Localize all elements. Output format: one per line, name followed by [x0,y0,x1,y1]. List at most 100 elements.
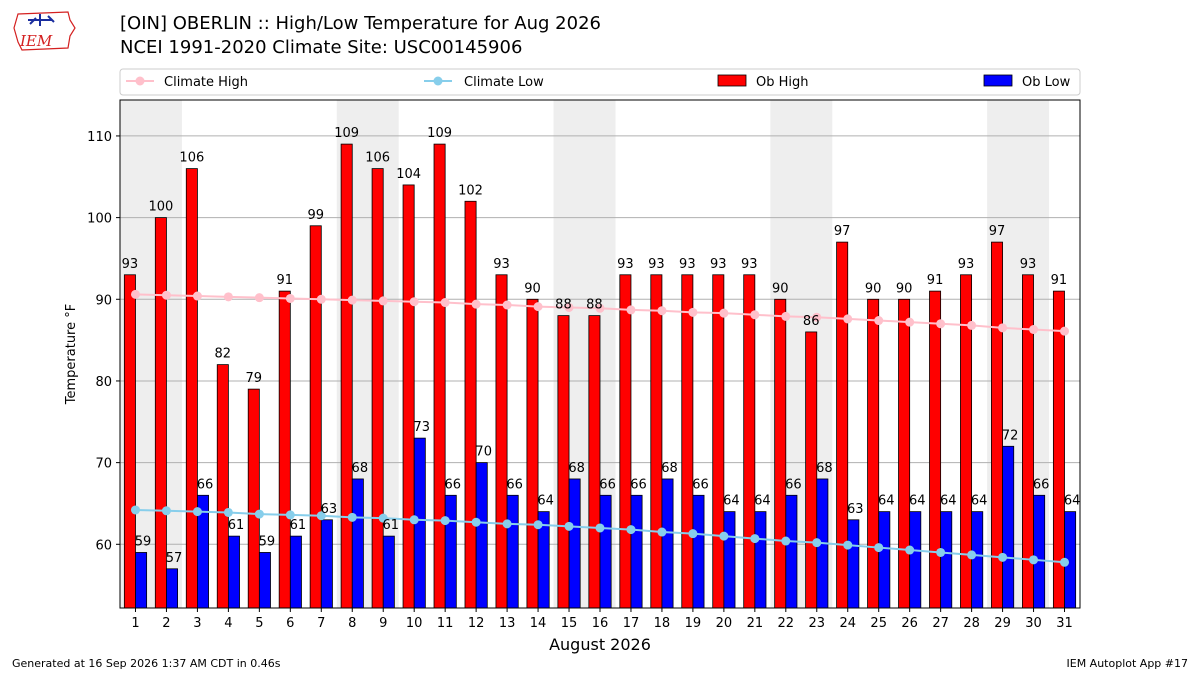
ob-high-bar [588,315,601,609]
ob-low-label: 59 [135,534,152,549]
ob-low-label: 59 [259,534,276,549]
legend-ob-low-swatch [983,74,1013,87]
climate-high-point [254,293,264,303]
ob-high-label: 100 [148,200,173,215]
ob-high-bar [774,298,787,609]
x-tick-label: 4 [224,616,232,631]
y-tick-label: 80 [95,375,112,390]
x-tick-label: 26 [901,616,918,631]
legend-box [119,68,1081,96]
x-tick-label: 8 [348,616,356,631]
climate-high-point [161,290,171,300]
legend-ob-low-label: Ob Low [1022,75,1071,90]
ob-low-bar [475,462,488,609]
climate-high-point [471,299,481,309]
climate-high-point [688,307,698,317]
ob-low-label: 66 [599,477,616,492]
climate-high-point [750,310,760,320]
ob-high-bar [185,168,198,609]
x-tick-label: 25 [870,616,887,631]
climate-low-point [874,543,884,553]
ob-low-label: 73 [413,420,430,435]
climate-high-point [626,305,636,315]
ob-low-bar [909,511,922,609]
ob-low-label: 68 [568,461,585,476]
ob-high-bar [712,274,725,609]
ob-low-bar [289,535,302,609]
ob-low-label: 64 [878,494,895,509]
x-tick-label: 29 [994,616,1011,631]
climate-low-point [595,523,605,533]
ob-high-label: 93 [122,257,139,272]
climate-high-point [1029,324,1039,334]
ob-high-label: 93 [741,257,758,272]
ob-high-bar [340,143,353,609]
legend-ob-high-swatch [717,74,747,87]
ob-high-label: 88 [586,298,603,313]
climate-low-point [1060,557,1070,567]
ob-low-bar [227,535,240,609]
x-tick-label: 3 [193,616,201,631]
ob-low-label: 66 [785,477,802,492]
x-tick-label: 20 [716,616,733,631]
climate-high-point [192,291,202,301]
climate-low-point [905,545,915,555]
climate-high-point [285,293,295,303]
climate-low-point [564,521,574,531]
climate-low-point [657,527,667,537]
climate-high-point [719,308,729,318]
generated-footnote: Generated at 16 Sep 2026 1:37 AM CDT in … [12,657,281,670]
climate-low-point [285,510,295,520]
ob-low-bar [754,511,767,609]
climate-high-point [874,316,884,326]
climate-low-point [719,531,729,541]
y-tick-label: 110 [87,130,112,145]
ob-low-bar [1033,494,1046,609]
ob-low-bar [135,552,148,609]
x-tick-label: 1 [131,616,139,631]
climate-low-point [254,509,264,519]
x-tick-label: 22 [778,616,795,631]
ob-low-bar [506,494,519,609]
x-tick-label: 13 [499,616,516,631]
ob-low-bar [351,478,364,609]
climate-high-point [347,295,357,305]
ob-high-bar [154,217,167,609]
ob-high-label: 91 [1051,273,1068,288]
y-tick-label: 70 [95,457,112,472]
ob-high-label: 82 [215,347,232,362]
ob-low-label: 68 [661,461,678,476]
iowa-outline [13,11,76,51]
ob-low-label: 61 [290,518,307,533]
ob-high-label: 106 [365,151,390,166]
ob-high-bar [650,274,663,609]
ob-high-bar [402,184,415,609]
climate-high-point [781,311,791,321]
legend-climate-high-marker [135,76,145,86]
ob-low-bar [320,519,333,609]
ob-high-bar [495,274,508,609]
weather-vane-icon [28,14,55,26]
x-tick-label: 7 [317,616,325,631]
x-tick-label: 17 [623,616,640,631]
ob-low-label: 63 [321,502,338,517]
climate-low-point [409,515,419,525]
ob-low-label: 64 [909,494,926,509]
ob-low-label: 66 [506,477,523,492]
climate-high-point [378,296,388,306]
climate-high-point [533,302,543,312]
x-tick-label: 18 [654,616,671,631]
ob-high-label: 93 [679,257,696,272]
climate-low-point [533,520,543,530]
ob-high-bar [929,290,942,609]
ob-high-label: 93 [710,257,727,272]
ob-high-label: 104 [396,167,421,182]
ob-high-bar [123,274,136,609]
y-tick-label: 90 [95,293,112,308]
climate-high-point [440,298,450,308]
legend-climate-low-label: Climate Low [464,75,544,90]
climate-low-point [1029,555,1039,565]
x-tick-label: 10 [406,616,423,631]
ob-high-label: 90 [896,281,913,296]
